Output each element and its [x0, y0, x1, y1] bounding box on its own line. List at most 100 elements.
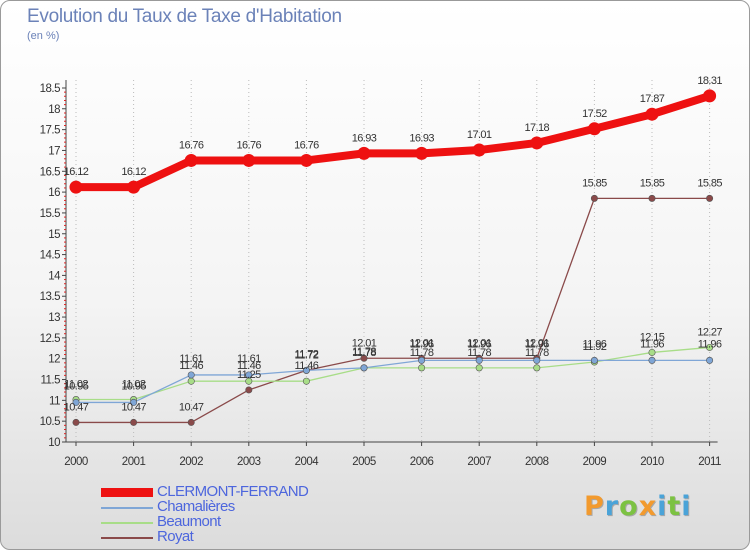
data-label: 11.61 [237, 353, 261, 365]
data-label: 10.95 [121, 380, 146, 392]
y-tick-label: 17.5 [40, 125, 60, 137]
data-point [475, 364, 483, 372]
y-tick-label: 10.5 [40, 416, 60, 428]
chart-title: Evolution du Taux de Taxe d'Habitation [27, 6, 342, 27]
data-label: 12.27 [697, 326, 722, 338]
y-tick-label: 14.5 [40, 250, 60, 262]
data-label: 11.92 [583, 341, 607, 353]
data-point [184, 153, 198, 167]
data-label: 16.76 [294, 139, 319, 151]
data-point [706, 343, 714, 351]
logo-letter: P [584, 491, 605, 522]
data-point [187, 418, 195, 426]
legend-swatch [101, 488, 153, 497]
data-label: 10.95 [64, 380, 89, 392]
data-label: 16.93 [409, 132, 434, 144]
x-tick-label: 2005 [352, 456, 376, 468]
legend-label: Beaumont [157, 513, 221, 530]
data-point [360, 354, 368, 362]
y-tick-label: 13 [48, 312, 60, 324]
y-tick-label: 14 [48, 270, 61, 282]
x-tick-label: 2004 [295, 456, 320, 468]
data-label: 11.02 [122, 379, 146, 391]
data-label: 11.96 [698, 338, 722, 350]
data-point [706, 194, 714, 202]
legend-label: CLERMONT-FERRAND [157, 483, 309, 500]
data-label: 16.76 [237, 139, 262, 151]
y-tick-label: 15.5 [40, 208, 60, 220]
line-chart: 10 10.5 11 11.5 12 12.5 13 13.5 14 14.5 15 15.5 16 16… [40, 75, 723, 468]
y-tick-label: 18 [48, 104, 60, 116]
data-label: 10.47 [121, 401, 146, 413]
data-label: 11.96 [410, 338, 434, 350]
data-point [648, 348, 656, 356]
data-point [530, 136, 544, 150]
data-point [245, 386, 253, 394]
data-label: 11.78 [467, 347, 491, 359]
data-label: 11.72 [295, 348, 319, 360]
data-label: 11.78 [352, 347, 376, 359]
data-label: 17.18 [525, 122, 550, 134]
y-tick-label: 18.5 [40, 83, 60, 95]
data-point [72, 398, 80, 406]
data-label: 11.78 [410, 347, 434, 359]
data-point [590, 194, 598, 202]
legend-swatch [101, 507, 153, 509]
data-label: 12.15 [640, 331, 665, 343]
data-point [533, 356, 541, 364]
data-point [360, 364, 368, 372]
data-label: 11.25 [237, 369, 261, 381]
data-label: 16.76 [179, 139, 204, 151]
y-tick-label: 15 [48, 229, 60, 241]
y-tick-label: 10 [48, 437, 60, 449]
data-point [242, 153, 256, 167]
legend-swatch [101, 522, 153, 524]
data-label: 16.12 [121, 166, 146, 178]
x-tick-label: 2001 [122, 456, 146, 468]
logo-letter: i [657, 491, 668, 522]
x-tick-label: 2003 [237, 456, 261, 468]
data-label: 18.31 [697, 75, 722, 87]
data-label: 11.96 [525, 338, 549, 350]
data-label: 17.01 [467, 129, 492, 141]
y-tick-label: 11.5 [40, 375, 60, 387]
y-tick-label: 11 [49, 395, 60, 407]
data-point [245, 371, 253, 379]
y-tick-label: 13.5 [40, 291, 60, 303]
x-tick-label: 2002 [179, 456, 203, 468]
data-point [302, 377, 310, 385]
data-point [187, 371, 195, 379]
data-label: 17.87 [640, 93, 665, 105]
data-label: 11.96 [467, 338, 491, 350]
data-label: 16.12 [64, 166, 89, 178]
data-label: 10.47 [179, 401, 204, 413]
data-point [475, 356, 483, 364]
data-label: 15.85 [697, 177, 722, 189]
data-point [703, 89, 717, 103]
x-tick-label: 2011 [698, 456, 721, 468]
data-point [69, 180, 83, 194]
y-tick-label: 12 [48, 354, 60, 366]
data-label: 12.01 [525, 337, 550, 349]
data-point [418, 364, 426, 372]
data-label: 12.01 [409, 337, 434, 349]
data-point [302, 366, 310, 374]
data-point [648, 356, 656, 364]
data-point [648, 194, 656, 202]
legend-label: Royat [157, 528, 194, 545]
series-lines [72, 91, 714, 424]
axes [62, 79, 718, 446]
logo-letter: o [619, 491, 639, 522]
series-line-beaumont [75, 346, 711, 401]
data-label: 11.46 [295, 360, 319, 372]
data-point [472, 143, 486, 157]
x-tick-label: 2009 [583, 456, 607, 468]
data-point [533, 364, 541, 372]
series-line-clermont-ferrand [72, 91, 714, 192]
data-point [187, 377, 195, 385]
data-label: 11.78 [525, 347, 549, 359]
data-label: 11.96 [640, 338, 664, 350]
tick-labels: 10 10.5 11 11.5 12 12.5 13 13.5 14 14.5 15 15.5 16 16… [40, 83, 722, 468]
data-label: 15.85 [582, 177, 607, 189]
